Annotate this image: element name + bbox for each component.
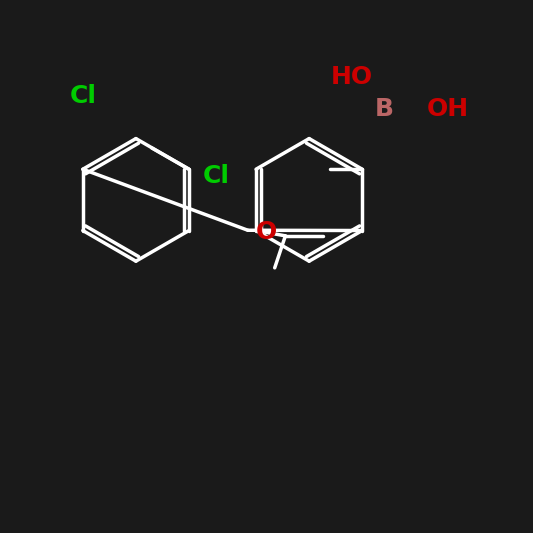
Text: O: O [256,220,277,244]
Text: HO: HO [330,65,373,90]
Text: Cl: Cl [69,84,96,108]
Text: OH: OH [426,97,469,122]
Text: Cl: Cl [203,164,230,188]
Text: B: B [374,97,393,122]
